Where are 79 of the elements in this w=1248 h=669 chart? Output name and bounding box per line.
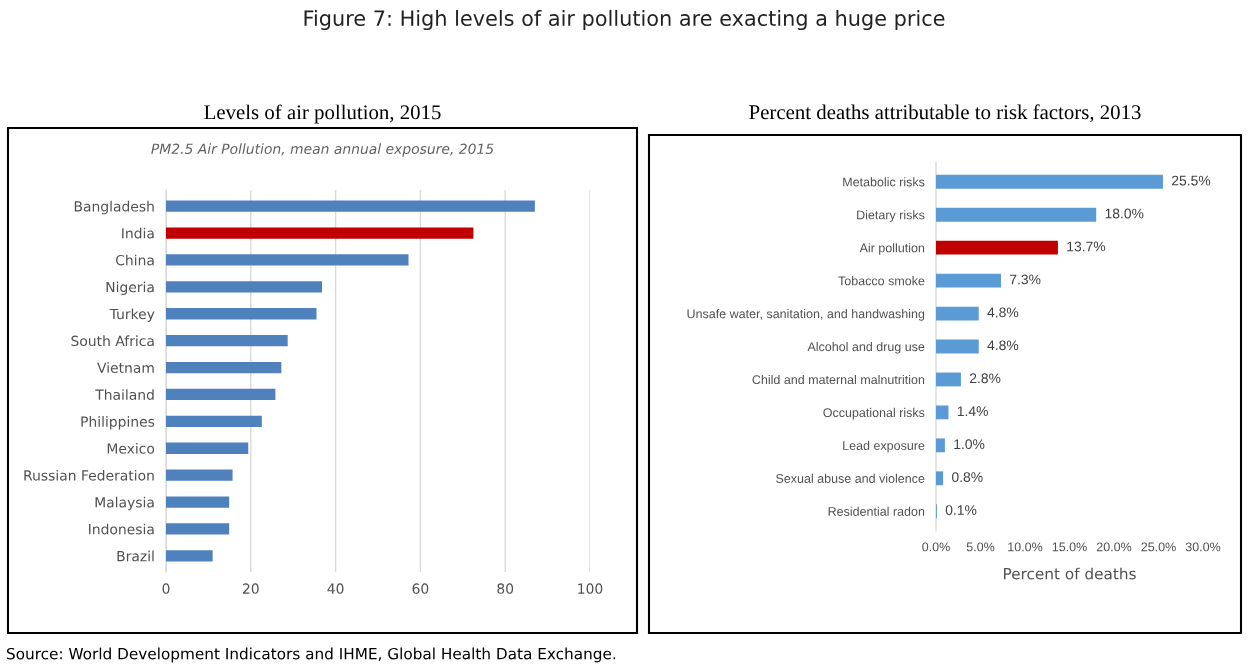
y-tick-label: Brazil [117, 550, 154, 562]
x-tick-label: 20 [242, 583, 259, 594]
y-tick-label: Russian Federation [24, 469, 154, 481]
bar [166, 281, 323, 293]
y-tick-label: Unsafe water, sanitation, and handwashing [687, 309, 925, 321]
x-tick-label: 15.0% [1052, 542, 1087, 552]
x-tick-label: 5.0% [966, 542, 995, 552]
chart-subtitle: PM2.5 Air Pollution, mean annual exposure, 2015 [151, 143, 494, 157]
data-label: 0.8% [952, 472, 983, 483]
bar [936, 273, 1001, 288]
y-tick-label: Dietary risks [857, 210, 925, 222]
y-tick-label: Metabolic risks [843, 177, 925, 187]
y-tick-label: Occupational risks [823, 407, 925, 420]
data-label: 13.7% [1067, 241, 1106, 252]
x-tick-label: 40 [327, 583, 344, 594]
data-label: 2.8% [969, 373, 1001, 384]
data-label: 4.8% [987, 307, 1019, 318]
y-tick-label: Philippines [81, 416, 155, 430]
x-tick-label: 20.0% [1096, 542, 1132, 552]
x-tick-label: 100 [578, 583, 603, 594]
bar [936, 240, 1058, 255]
bar [936, 405, 949, 420]
y-tick-label: Child and maternal malnutrition [752, 374, 925, 385]
data-label: 1.4% [957, 406, 988, 417]
y-tick-label: Mexico [107, 442, 155, 454]
y-tick-label: Bangladesh [74, 200, 154, 215]
y-tick-label: Sexual abuse and violence [776, 473, 925, 483]
x-tick-label: 80 [497, 583, 514, 594]
y-tick-label: Lead exposure [843, 440, 925, 453]
bar [936, 339, 979, 354]
bar [166, 469, 233, 481]
y-tick-label: Air pollution [859, 243, 925, 255]
x-tick-label: 60 [412, 583, 429, 594]
bar [936, 306, 979, 321]
caption: Figure 7: High levels of air pollution are exacting a huge price [304, 9, 945, 31]
bar [936, 207, 1097, 222]
y-tick-label: Indonesia [89, 523, 154, 535]
bar [166, 523, 230, 535]
bar [166, 550, 213, 562]
bar [166, 254, 409, 266]
y-tick-label: Vietnam [97, 362, 154, 374]
bar [166, 388, 276, 401]
bar [936, 372, 961, 387]
bar [166, 361, 282, 374]
bar [936, 438, 945, 453]
x-tick-label: 10.0% [1008, 542, 1043, 552]
data-label: 4.8% [987, 340, 1019, 351]
y-tick-label: India [122, 227, 154, 239]
y-tick-label: Nigeria [106, 281, 154, 296]
chart-title: Levels of air pollution, 2015 [204, 104, 441, 124]
x-tick-label: 30.0% [1185, 542, 1221, 552]
x-tick-label: 25.0% [1141, 542, 1176, 552]
x-axis-title: Percent of deaths [1004, 567, 1136, 580]
y-tick-label: Residential radon [828, 506, 925, 516]
y-tick-label: Tobacco smoke [838, 276, 925, 286]
y-tick-label: China [116, 254, 154, 266]
y-tick-label: Malaysia [95, 496, 154, 511]
bar [166, 415, 262, 427]
y-tick-label: Thailand [95, 389, 154, 400]
data-label: 1.0% [954, 439, 985, 450]
chart-title: Percent deaths attributable to risk factors, 2013 [749, 104, 1141, 123]
data-label: 7.3% [1010, 274, 1041, 285]
source-note: Source: World Development Indicators and IHME, Global Health Data Exchange. [7, 647, 616, 663]
data-label: 0.1% [945, 505, 977, 515]
bar [166, 200, 535, 212]
y-tick-label: Alcohol and drug use [807, 341, 925, 354]
data-label: 25.5% [1171, 175, 1211, 186]
bar [166, 308, 317, 320]
y-tick-label: Turkey [109, 308, 155, 322]
bar [166, 227, 474, 239]
bar [166, 335, 288, 347]
x-tick-label: 0 [162, 583, 170, 594]
bar [936, 471, 944, 486]
data-label: 18.0% [1105, 208, 1144, 219]
y-tick-label: South Africa [71, 335, 154, 347]
x-tick-label: 0.0% [922, 542, 950, 552]
bar [166, 496, 230, 508]
bar [936, 174, 1163, 189]
bar [166, 442, 249, 454]
